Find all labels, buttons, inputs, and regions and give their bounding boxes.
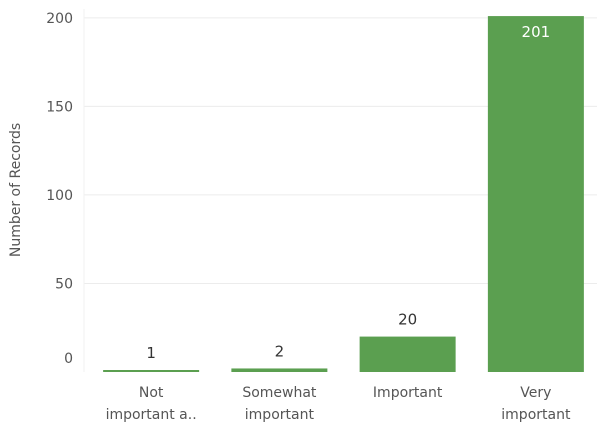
- data-label: 20: [398, 311, 417, 329]
- bars: [103, 16, 584, 373]
- bar: [359, 336, 456, 372]
- y-axis-ticks: 0 50 100 150 200: [46, 11, 73, 367]
- x-category-label-line: Not: [139, 385, 164, 401]
- bar: [231, 368, 328, 372]
- x-category-label: Very important: [501, 385, 571, 423]
- data-label: 2: [275, 342, 285, 360]
- x-category-label: Somewhat important: [242, 385, 317, 423]
- bar: [487, 16, 584, 373]
- x-category-label-line: Somewhat: [242, 385, 317, 401]
- y-tick-label: 100: [46, 188, 73, 204]
- data-label: 1: [146, 344, 156, 362]
- x-category-label-line: important a..: [106, 407, 197, 423]
- y-tick-label: 0: [64, 351, 73, 367]
- data-label: 201: [522, 23, 551, 41]
- x-category-label-line: important: [501, 407, 571, 423]
- x-category-label: Important: [373, 385, 443, 401]
- y-tick-label: 150: [46, 99, 73, 115]
- y-axis-title: Number of Records: [8, 123, 24, 257]
- x-category-label-line: Very: [520, 385, 551, 401]
- bar: [103, 370, 200, 372]
- data-labels: 1 2 20 201: [146, 23, 550, 362]
- x-category-label: Not important a..: [106, 385, 197, 423]
- x-axis-categories: Not important a.. Somewhat important Importa…: [106, 385, 571, 423]
- x-category-label-line: important: [245, 407, 315, 423]
- y-tick-label: 200: [46, 11, 73, 27]
- x-category-label-line: Important: [373, 385, 443, 401]
- y-tick-label: 50: [55, 276, 73, 292]
